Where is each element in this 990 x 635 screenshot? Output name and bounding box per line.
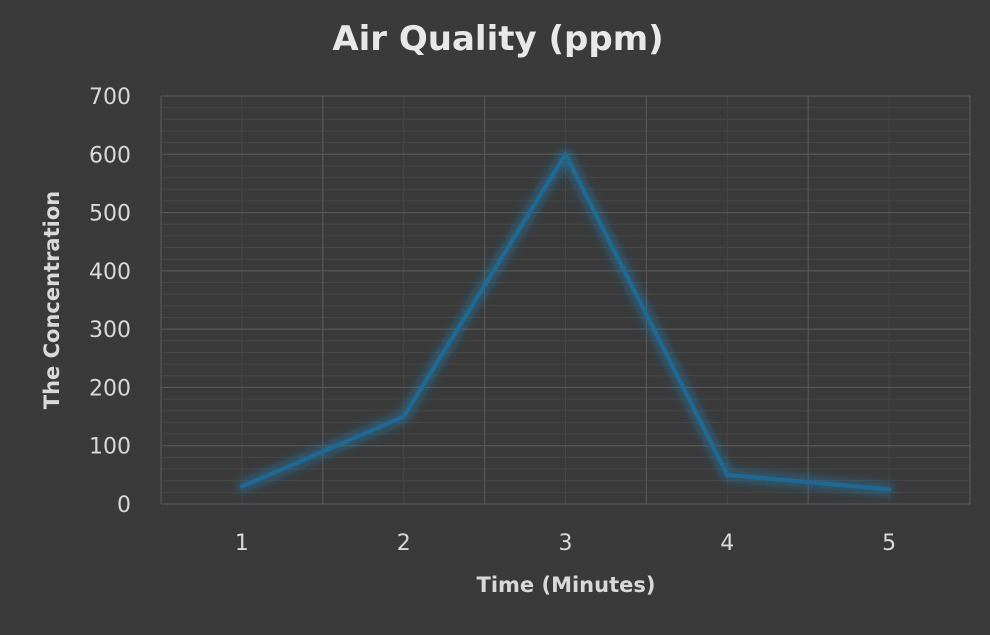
data-point xyxy=(401,414,406,419)
series-layer xyxy=(236,149,895,495)
y-tick-label: 300 xyxy=(89,318,131,343)
data-point xyxy=(563,152,568,157)
x-tick-label: 2 xyxy=(397,531,411,556)
x-tick-label: 4 xyxy=(720,531,734,556)
y-tick-label: 600 xyxy=(89,143,131,168)
x-tick-label: 3 xyxy=(559,531,573,556)
x-axis-title: Time (Minutes) xyxy=(477,573,656,597)
y-tick-label: 100 xyxy=(89,435,131,460)
x-tick-label: 1 xyxy=(235,531,249,556)
y-tick-label: 200 xyxy=(89,376,131,401)
data-point xyxy=(725,472,730,477)
grid-lines xyxy=(160,95,971,505)
y-tick-label: 700 xyxy=(89,85,131,110)
y-tick-label: 500 xyxy=(89,202,131,227)
y-axis-title: The Concentration xyxy=(40,191,64,409)
chart-title: Air Quality (ppm) xyxy=(332,19,663,59)
data-point xyxy=(239,484,244,489)
data-point xyxy=(887,487,892,492)
x-tick-label: 5 xyxy=(882,531,896,556)
axis-tick-labels: 0 100 200 300 400 500 600 700 1 2 3 4 5 xyxy=(89,85,896,556)
y-tick-label: 400 xyxy=(89,260,131,285)
y-tick-label: 0 xyxy=(117,493,131,518)
